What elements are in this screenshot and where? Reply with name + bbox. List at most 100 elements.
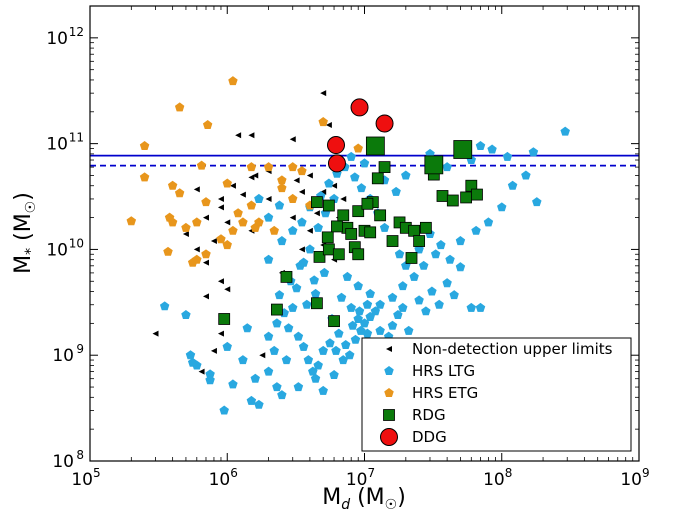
y-axis-label-unit: (M — [11, 213, 36, 248]
point-ltg — [430, 249, 441, 259]
point-ltg — [362, 328, 373, 338]
point-etg — [181, 222, 191, 232]
point-ltg — [288, 302, 298, 312]
point-ltg — [449, 290, 459, 300]
point-ltg — [344, 350, 355, 360]
point-rdg — [328, 315, 340, 328]
point-ltg — [313, 360, 323, 370]
point-ltg — [398, 281, 408, 291]
point-ltg — [159, 301, 170, 311]
point-ltg — [387, 320, 398, 330]
x-axis-label: Md (M☉) — [322, 485, 406, 513]
point-ltg — [263, 331, 274, 341]
legend-label-ltg: HRS LTG — [412, 362, 475, 380]
point-limit — [325, 122, 332, 129]
point-rdg — [311, 196, 323, 209]
point-etg — [216, 234, 226, 244]
point-ltg — [263, 254, 274, 264]
point-ltg — [246, 395, 257, 405]
point-etg — [196, 160, 207, 170]
point-rdg — [280, 270, 293, 283]
point-rdg — [471, 188, 483, 201]
point-ltg — [263, 212, 274, 222]
point-ltg — [254, 193, 264, 203]
y-tick-label: 10 — [52, 452, 74, 472]
legend-marker-ddg — [380, 428, 398, 446]
point-limit — [320, 188, 327, 195]
x-tick-exponent: 7 — [368, 466, 376, 480]
point-limit — [320, 90, 327, 97]
point-limit — [248, 174, 255, 181]
point-rdg — [313, 250, 326, 263]
point-limit — [202, 259, 209, 266]
point-ltg — [205, 375, 215, 385]
point-ltg — [305, 244, 315, 254]
point-ltg — [254, 399, 264, 409]
point-ltg — [291, 283, 302, 293]
point-ltg — [313, 222, 323, 232]
point-limit — [306, 227, 313, 234]
point-etg — [222, 178, 232, 188]
point-ltg — [272, 318, 282, 328]
y-tick-exponent: 8 — [76, 448, 84, 462]
x-tick-label: 108 — [483, 466, 512, 490]
point-etg — [228, 225, 238, 235]
point-ltg — [310, 373, 321, 383]
point-rdg — [332, 248, 345, 261]
point-etg — [246, 162, 257, 172]
y-tick-label: 10 — [46, 240, 68, 260]
point-ltg — [269, 345, 279, 355]
point-ltg — [283, 323, 294, 333]
point-ltg — [487, 144, 497, 154]
point-etg — [297, 166, 307, 176]
point-limit — [198, 368, 205, 375]
point-rdg — [361, 197, 374, 210]
point-ltg — [341, 340, 351, 350]
point-etg — [288, 193, 298, 203]
point-limit — [239, 191, 246, 198]
point-rdg — [270, 303, 283, 316]
point-etg — [277, 183, 287, 193]
point-etg — [233, 208, 243, 218]
y-tick-exponent: 11 — [69, 131, 84, 145]
point-rdg — [419, 221, 432, 234]
point-ltg — [471, 225, 481, 235]
point-ltg — [375, 325, 385, 335]
point-ltg — [427, 286, 437, 296]
point-ltg — [521, 170, 531, 180]
point-ltg — [277, 390, 287, 400]
x-tick-exponent: 6 — [230, 466, 238, 480]
legend-label-rdg: RDG — [412, 406, 446, 424]
point-limit — [229, 182, 236, 189]
point-ddg — [327, 136, 346, 155]
point-ltg — [222, 341, 232, 351]
point-limit — [217, 330, 224, 337]
point-ltg — [356, 183, 367, 193]
point-ltg — [350, 172, 360, 182]
point-ltg — [318, 345, 328, 355]
point-limit — [331, 182, 338, 189]
point-etg — [201, 197, 211, 207]
x-tick-exponent: 5 — [93, 466, 101, 480]
point-limit — [248, 132, 255, 139]
point-rdg — [424, 155, 444, 175]
legend-label-etg: HRS ETG — [412, 384, 478, 402]
point-ltg — [391, 186, 401, 196]
legend-label-ddg: DDG — [412, 428, 447, 446]
legend-marker-rdg — [383, 409, 395, 421]
point-rdg — [408, 224, 421, 237]
point-ltg — [346, 151, 356, 161]
point-ltg — [532, 197, 542, 207]
point-etg — [288, 162, 298, 172]
y-axis-label-close: ) — [11, 192, 36, 201]
point-ltg — [475, 141, 486, 150]
point-etg — [238, 217, 248, 227]
point-limit — [224, 219, 231, 226]
point-ltg — [274, 200, 285, 210]
point-limit — [224, 286, 231, 293]
y-tick-exponent: 9 — [76, 342, 84, 356]
point-ltg — [319, 267, 330, 277]
point-etg — [318, 117, 328, 127]
point-etg — [167, 180, 178, 190]
point-rdg — [405, 252, 418, 264]
